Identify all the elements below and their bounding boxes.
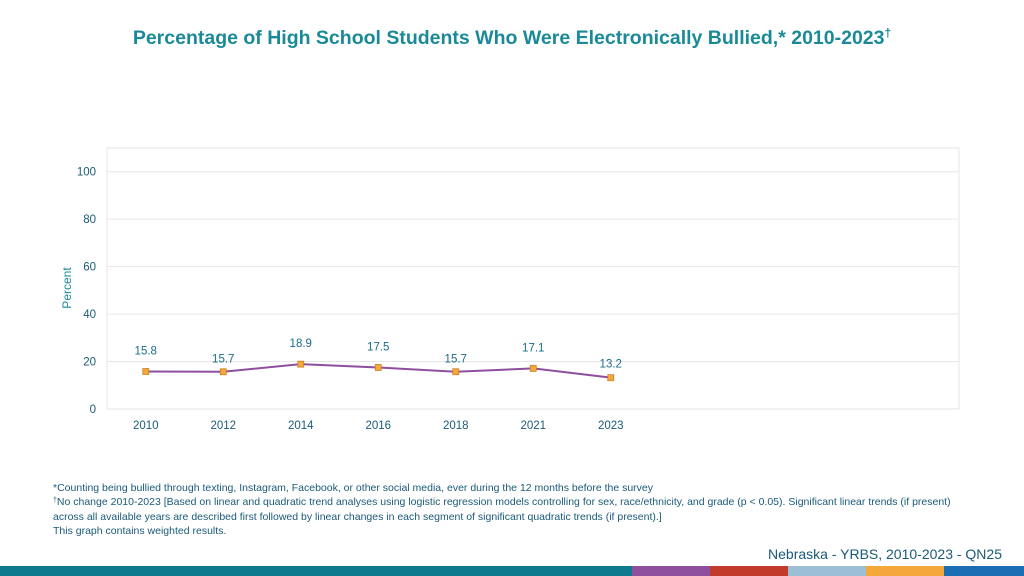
footer-segment bbox=[866, 566, 944, 576]
data-label: 15.7 bbox=[212, 354, 234, 366]
chart-title-mark: † bbox=[884, 26, 892, 40]
data-point bbox=[607, 374, 615, 382]
y-tick-label: 100 bbox=[77, 167, 96, 179]
footnote-definition: *Counting being bullied through texting,… bbox=[53, 482, 654, 494]
x-tick-label: 2010 bbox=[133, 420, 159, 432]
footnote-weighted: This graph contains weighted results. bbox=[53, 524, 227, 537]
x-tick-label: 2012 bbox=[210, 420, 236, 432]
footer-segment bbox=[944, 566, 1024, 576]
data-point bbox=[142, 368, 150, 375]
y-tick-label: 0 bbox=[90, 404, 96, 416]
footnote-trend: †No change 2010-2023 [Based on linear an… bbox=[53, 495, 953, 524]
x-tick-label: 2018 bbox=[443, 420, 469, 432]
data-label: 17.5 bbox=[367, 341, 389, 353]
data-point bbox=[529, 365, 537, 372]
footer-segment bbox=[710, 566, 788, 576]
footer-segment bbox=[0, 566, 632, 576]
y-tick-label: 40 bbox=[83, 309, 96, 321]
footnotes: *Counting being bullied through texting,… bbox=[53, 481, 953, 538]
data-label: 18.9 bbox=[290, 338, 312, 350]
x-tick-label: 2021 bbox=[520, 420, 546, 432]
x-tick-label: 2014 bbox=[288, 420, 314, 432]
data-point bbox=[219, 368, 227, 376]
y-tick-label: 80 bbox=[83, 214, 96, 226]
footnote-trend-mark: † bbox=[53, 497, 57, 505]
data-point bbox=[297, 360, 305, 368]
data-label: 13.2 bbox=[600, 359, 622, 371]
line-chart: 0 20 40 60 80 100 Percent 2010 2012 2014 2016 2018 2… bbox=[60, 147, 960, 432]
y-axis-label: Percent bbox=[60, 267, 74, 309]
footer-color-bar bbox=[0, 566, 1024, 576]
data-label: 17.1 bbox=[522, 342, 544, 354]
footer-segment bbox=[632, 566, 710, 576]
chart-title: Percentage of High School Students Who W… bbox=[0, 27, 1024, 50]
chart-title-text: Percentage of High School Students Who W… bbox=[132, 27, 885, 49]
y-tick-label: 60 bbox=[83, 262, 96, 274]
footer-segment bbox=[788, 566, 866, 576]
x-tick-label: 2016 bbox=[365, 420, 391, 432]
source-label: Nebraska - YRBS, 2010-2023 - QN25 bbox=[768, 546, 1002, 562]
data-label: 15.7 bbox=[445, 354, 467, 366]
footnote-trend-text: No change 2010-2023 [Based on linear and… bbox=[53, 496, 951, 523]
plot-area bbox=[106, 147, 960, 410]
y-tick-label: 20 bbox=[83, 357, 96, 369]
data-point bbox=[452, 368, 460, 376]
data-point bbox=[374, 364, 382, 371]
x-tick-label: 2023 bbox=[598, 420, 624, 432]
data-label: 15.8 bbox=[135, 346, 157, 358]
